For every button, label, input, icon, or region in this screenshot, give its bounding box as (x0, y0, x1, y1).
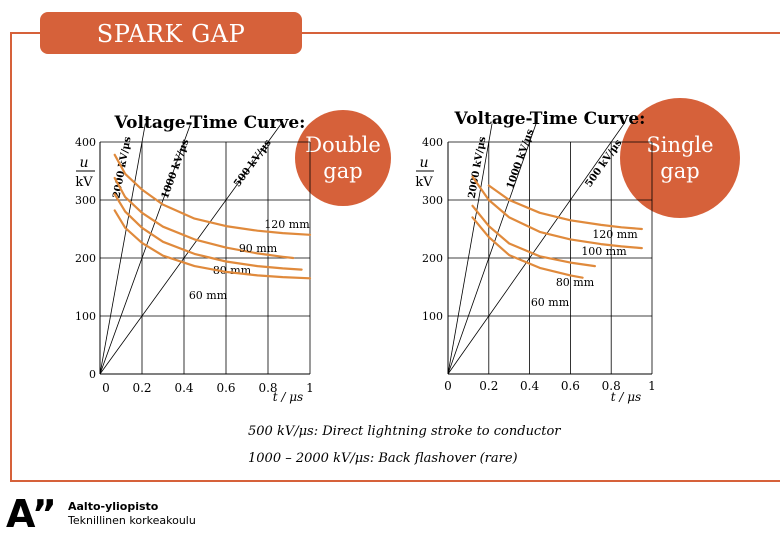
curve-label: 60 mm (189, 289, 228, 302)
frame-left (10, 32, 12, 482)
x-tick-label: 1 (306, 381, 314, 395)
curve-series (471, 204, 597, 268)
y-tick-label: 100 (422, 310, 443, 323)
frame-bottom (10, 480, 780, 482)
x-tick-label: 0.8 (602, 379, 621, 393)
y-axis-unit: kV (415, 175, 433, 190)
x-axis-label: t / μs (273, 390, 303, 404)
y-axis-symbol: u (79, 155, 88, 171)
x-tick-label: 0.4 (174, 381, 193, 395)
rate-line-label: 1000 kV/μs (505, 127, 536, 190)
curve-label: 120 mm (592, 228, 638, 241)
rate-line (447, 123, 625, 375)
curve-series (487, 184, 643, 231)
curve-series (471, 216, 584, 279)
x-tick-label: 0 (102, 381, 110, 395)
x-axis-label: t / μs (611, 390, 641, 404)
y-axis-symbol: u (419, 155, 428, 171)
rate-line (99, 123, 282, 375)
rate-line-label: 500 kV/μs (583, 137, 624, 189)
y-tick-label: 400 (422, 136, 443, 149)
rate-line (99, 123, 192, 375)
curve-series (113, 193, 303, 271)
x-tick-label: 0.2 (132, 381, 151, 395)
badge-label: Single gap (646, 133, 713, 183)
y-tick-label: 200 (422, 252, 443, 265)
rate-line (447, 123, 493, 375)
frame-top-left (10, 32, 40, 34)
x-tick-label: 0.6 (216, 381, 235, 395)
chart-title: Voltage-Time Curve: (114, 113, 306, 133)
curve-label: 80 mm (556, 276, 595, 289)
badge-circle (620, 98, 740, 218)
rate-line (99, 123, 146, 375)
x-tick-label: 0.2 (479, 379, 498, 393)
rate-line-label: 2000 kV/μs (467, 135, 489, 199)
badge-label: Double gap (305, 133, 381, 183)
x-tick-label: 1 (648, 379, 656, 393)
curve-label: 100 mm (581, 245, 627, 258)
curve-label: 120 mm (264, 218, 310, 231)
curve-series (471, 175, 643, 250)
title-banner: SPARK GAP (40, 12, 302, 54)
frame-top-right (302, 32, 780, 34)
y-tick-label: 300 (422, 194, 443, 207)
caption-direct-stroke: 500 kV/μs: Direct lightning stroke to co… (248, 424, 561, 439)
y-tick-label: 0 (89, 368, 96, 381)
curve-series (113, 176, 295, 260)
chart-title: Voltage-Time Curve: (454, 109, 646, 129)
rate-line-label: 1000 kV/μs (160, 138, 192, 201)
curve-series (113, 153, 312, 236)
y-tick-label: 100 (75, 310, 96, 323)
y-tick-label: 300 (75, 194, 96, 207)
y-tick-label: 200 (75, 252, 96, 265)
rate-line (447, 123, 537, 375)
curve-label: 90 mm (239, 242, 278, 255)
x-tick-label: 0.4 (520, 379, 539, 393)
x-tick-label: 0 (444, 379, 452, 393)
curve-series (113, 209, 312, 280)
y-axis-unit: kV (75, 175, 93, 190)
caption-back-flashover: 1000 – 2000 kV/μs: Back flashover (rare) (248, 451, 518, 466)
x-tick-label: 0.6 (561, 379, 580, 393)
aalto-logo-mark: A” (6, 492, 57, 536)
logo-subtitle: Teknillinen korkeakoulu (68, 514, 196, 527)
y-tick-label: 400 (75, 136, 96, 149)
badge-circle (295, 110, 391, 206)
curve-label: 60 mm (531, 296, 570, 309)
slide-title: SPARK GAP (96, 20, 246, 48)
x-tick-label: 0.8 (258, 381, 277, 395)
logo-name: Aalto-yliopisto (68, 500, 159, 513)
